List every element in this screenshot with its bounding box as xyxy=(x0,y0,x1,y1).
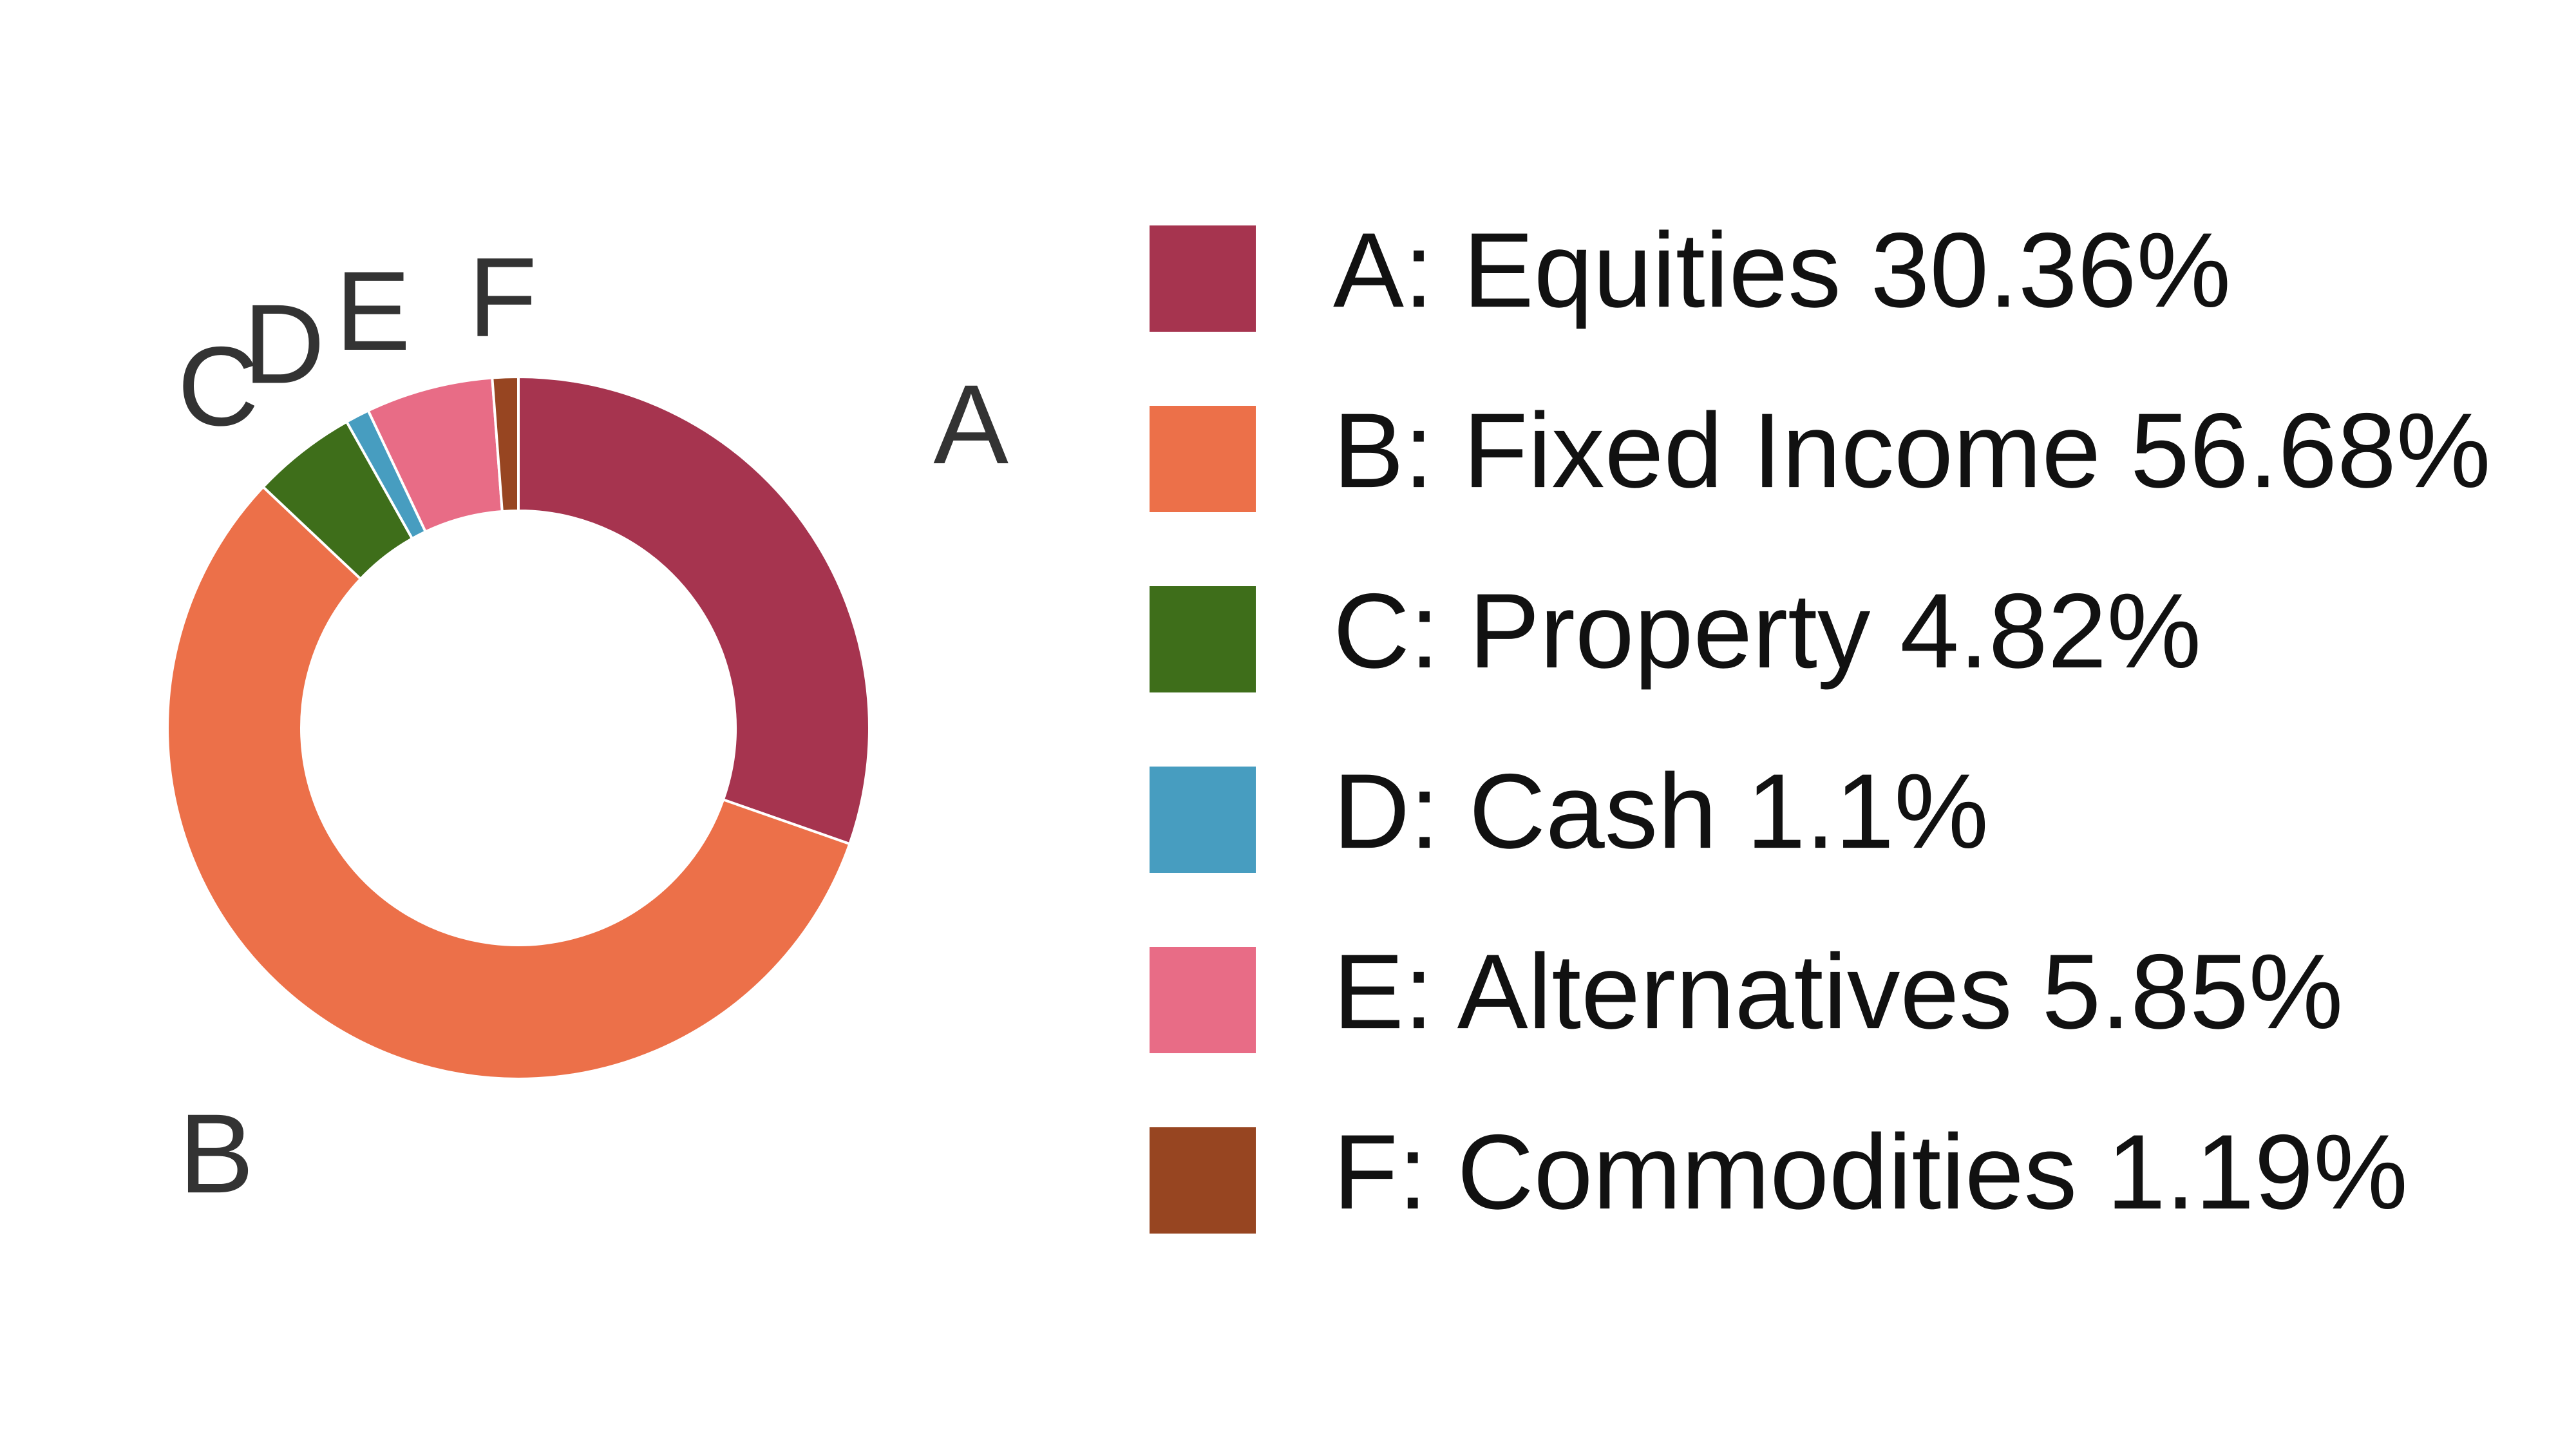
legend-label-b: B: Fixed Income 56.68% xyxy=(1333,391,2491,510)
legend-swatch-f xyxy=(1150,1127,1256,1234)
legend-swatch-b xyxy=(1150,406,1256,512)
slice-label-d: D xyxy=(243,281,325,407)
legend-label-e: E: Alternatives 5.85% xyxy=(1333,932,2343,1051)
legend: A: Equities 30.36% B: Fixed Income 56.68%… xyxy=(1150,211,2491,1234)
legend-swatch-c xyxy=(1150,586,1256,692)
slice-b xyxy=(166,485,851,1080)
slice-label-c: C xyxy=(178,324,259,450)
legend-label-c: C: Property 4.82% xyxy=(1333,571,2201,690)
slice-f xyxy=(491,375,520,513)
legend-label-d: D: Cash 1.1% xyxy=(1333,752,1989,870)
slice-a xyxy=(517,375,871,846)
legend-swatch-d xyxy=(1150,767,1256,873)
legend-label-f: F: Commodities 1.19% xyxy=(1333,1112,2408,1231)
legend-label-a: A: Equities 30.36% xyxy=(1333,211,2231,329)
donut-slices xyxy=(166,375,871,1080)
donut-slice-labels: A B CD E F xyxy=(178,235,1009,1217)
slice-label-e: E xyxy=(336,249,411,374)
slice-label-b: B xyxy=(179,1091,254,1217)
slice-label-a: A xyxy=(933,362,1009,488)
slice-label-f: F xyxy=(468,235,537,361)
legend-swatch-a xyxy=(1150,225,1256,332)
legend-swatch-e xyxy=(1150,947,1256,1053)
